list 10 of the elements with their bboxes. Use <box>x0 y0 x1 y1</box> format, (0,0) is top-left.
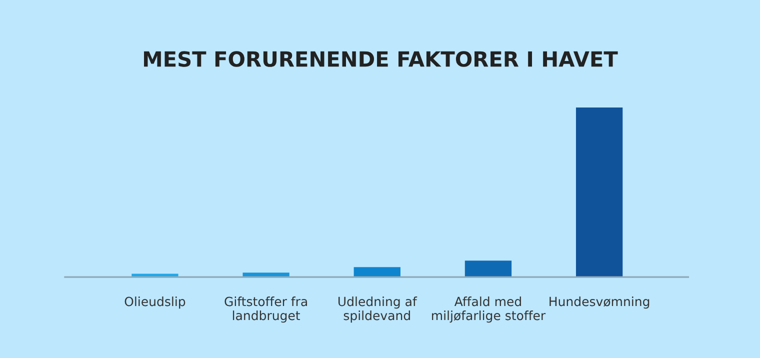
x-tick-label: Giftstoffer fra landbruget <box>224 296 307 323</box>
x-tick-label: Hundesvømning <box>550 296 650 309</box>
x-tick-label: Udledning af spildevand <box>338 296 418 323</box>
bar <box>464 260 512 278</box>
bar <box>354 267 400 278</box>
x-tick-label: Olieudslip <box>124 296 186 309</box>
x-tick-label: Affald med miljøfarlige stoffer <box>432 296 546 323</box>
bar <box>576 107 623 278</box>
bar <box>242 272 290 278</box>
chart-title: MEST FORURENENDE FAKTORER I HAVET <box>144 51 618 67</box>
